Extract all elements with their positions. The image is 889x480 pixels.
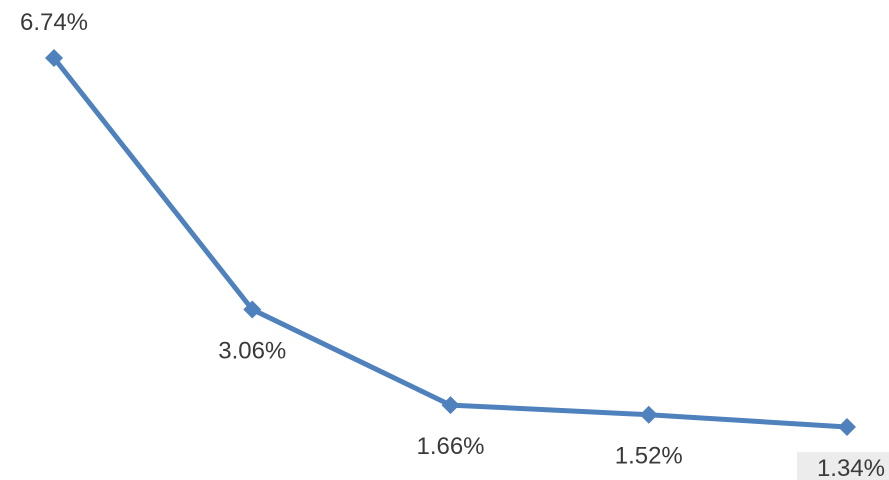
plot-area: 6.74% 3.06% 1.66% 1.52% 1.34% [20, 9, 889, 480]
series-line [52, 56, 848, 430]
data-label: 6.74% [20, 9, 88, 36]
data-label: 1.52% [615, 443, 683, 470]
data-point-marker [838, 418, 856, 436]
data-point-marker [243, 300, 262, 319]
data-label: 3.06% [218, 337, 286, 364]
data-point-marker [45, 49, 63, 67]
data-point-marker [639, 405, 658, 424]
data-point-marker [441, 396, 460, 415]
data-label-highlight [797, 452, 889, 480]
data-label: 1.66% [416, 433, 484, 460]
data-label: 1.34% [817, 455, 885, 480]
